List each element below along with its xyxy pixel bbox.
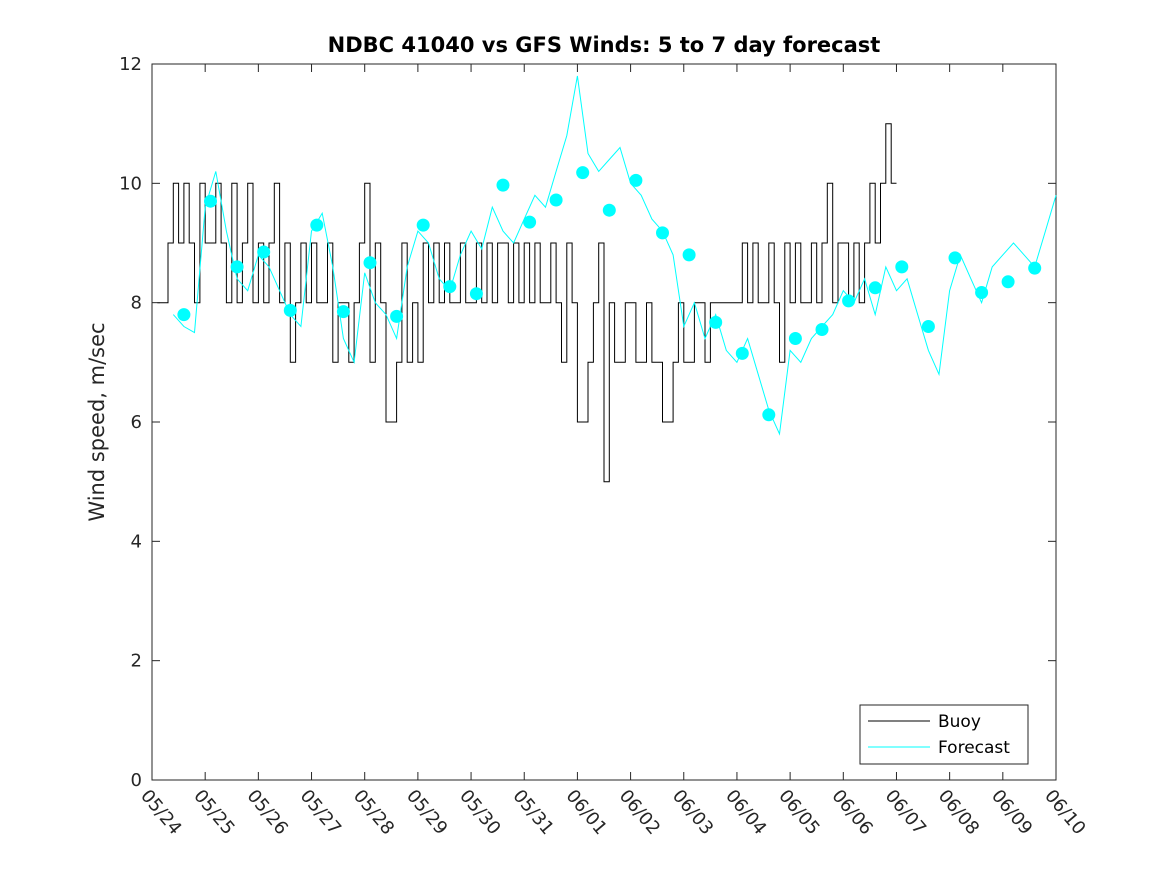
forecast-marker xyxy=(842,294,856,308)
forecast-marker xyxy=(682,248,696,262)
x-tick-label: 06/01 xyxy=(562,786,611,839)
x-tick-label: 05/25 xyxy=(189,786,238,839)
forecast-marker xyxy=(948,251,962,265)
forecast-marker xyxy=(310,218,324,232)
forecast-marker xyxy=(443,280,457,294)
x-tick-label: 06/03 xyxy=(668,786,717,839)
forecast-marker xyxy=(629,173,643,187)
x-tick-label: 06/06 xyxy=(827,786,876,839)
forecast-marker xyxy=(735,346,749,360)
forecast-marker xyxy=(602,203,616,217)
forecast-marker xyxy=(868,281,882,295)
legend: Buoy Forecast xyxy=(859,704,1029,765)
forecast-series-line xyxy=(172,75,1057,436)
forecast-marker xyxy=(336,305,350,319)
forecast-marker xyxy=(496,178,510,192)
forecast-marker xyxy=(762,408,776,422)
y-tick-label: 6 xyxy=(131,412,142,433)
y-tick-label: 4 xyxy=(131,531,142,552)
forecast-marker xyxy=(469,287,483,301)
forecast-marker xyxy=(975,286,989,299)
x-tick-label: 05/28 xyxy=(349,786,398,839)
forecast-marker xyxy=(257,245,271,259)
y-tick-label: 0 xyxy=(131,770,142,791)
x-tick-label: 06/08 xyxy=(934,786,983,839)
x-tick-label: 06/04 xyxy=(721,786,770,839)
x-tick-label: 05/29 xyxy=(402,786,451,839)
forecast-marker xyxy=(921,320,935,333)
x-tick-label: 05/31 xyxy=(508,786,557,839)
legend-buoy-label: Buoy xyxy=(938,712,981,732)
y-axis-label: Wind speed, m/sec xyxy=(85,322,109,521)
forecast-marker xyxy=(523,215,537,229)
buoy-series-line xyxy=(157,123,897,483)
series-layer xyxy=(157,75,1057,483)
forecast-marker xyxy=(1001,275,1015,289)
x-tick-label: 06/07 xyxy=(881,786,930,839)
forecast-marker xyxy=(363,256,377,270)
forecast-marker xyxy=(815,323,829,336)
y-tick-label: 10 xyxy=(119,173,142,194)
forecast-marker xyxy=(788,332,802,345)
x-tick-label: 05/30 xyxy=(455,786,504,839)
forecast-marker xyxy=(416,218,430,232)
legend-box xyxy=(859,704,1029,765)
y-tick-label: 12 xyxy=(119,54,142,75)
forecast-marker xyxy=(204,194,217,208)
x-tick-label: 05/27 xyxy=(296,786,345,839)
forecast-marker xyxy=(549,193,563,207)
x-tick-label: 06/05 xyxy=(774,786,823,839)
chart-title: NDBC 41040 vs GFS Winds: 5 to 7 day fore… xyxy=(328,33,881,57)
forecast-marker xyxy=(656,226,669,240)
forecast-marker xyxy=(1028,261,1042,275)
forecast-marker xyxy=(709,315,723,329)
legend-forecast-label: Forecast xyxy=(938,738,1010,758)
forecast-marker xyxy=(390,309,404,323)
forecast-marker xyxy=(177,308,191,322)
x-tick-label: 05/26 xyxy=(243,786,292,839)
x-tick-label: 06/10 xyxy=(1040,786,1089,839)
x-tick-label: 06/02 xyxy=(615,786,664,839)
forecast-marker xyxy=(230,260,244,274)
forecast-marker xyxy=(283,303,297,317)
forecast-marker xyxy=(576,166,590,180)
y-tick-label: 2 xyxy=(131,651,142,672)
x-tick-label: 06/09 xyxy=(987,786,1036,839)
y-tick-label: 8 xyxy=(131,293,142,314)
forecast-marker xyxy=(895,260,909,274)
x-tick-label: 05/24 xyxy=(136,786,185,839)
